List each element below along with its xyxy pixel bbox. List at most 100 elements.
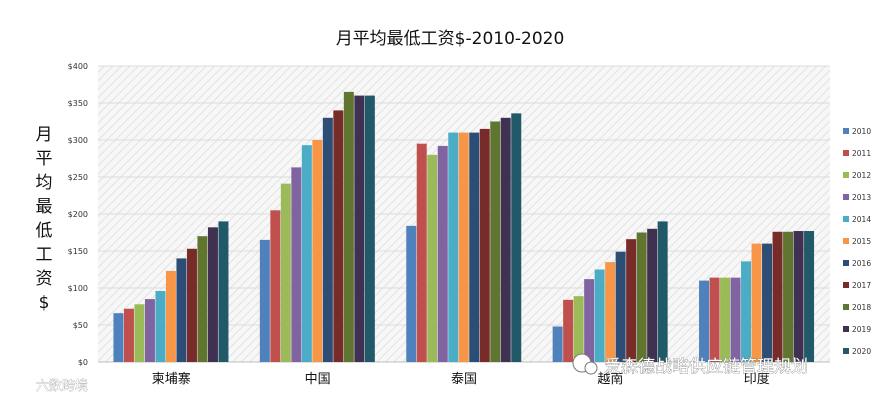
- y-axis-label-char: $: [39, 293, 50, 313]
- bar: [354, 95, 365, 362]
- bar: [333, 110, 344, 363]
- bar: [720, 277, 731, 362]
- legend-swatch: [843, 282, 849, 288]
- bar: [291, 167, 302, 362]
- watermark-text: 爱森德战略供应链管理规划: [604, 357, 808, 377]
- x-category-label: 泰国: [451, 372, 477, 387]
- legend-swatch: [843, 216, 849, 222]
- legend-swatch: [843, 150, 849, 156]
- legend-swatch: [843, 172, 849, 178]
- watermark-left: 六数跨境: [36, 379, 89, 395]
- bar: [207, 227, 218, 362]
- x-category-label: 中国: [305, 372, 331, 387]
- chart-title: 月平均最低工资$-2010-2020: [336, 29, 565, 49]
- bar: [605, 262, 616, 362]
- bar: [699, 280, 710, 362]
- legend-label: 2020: [852, 347, 871, 356]
- bar: [218, 221, 229, 362]
- y-axis-ticks: $0 $50 $100 $150 $200 $250 $300 $350 $400: [68, 62, 88, 367]
- bar: [416, 143, 427, 362]
- bars: [113, 91, 815, 363]
- bar: [762, 243, 773, 362]
- bar: [176, 258, 187, 362]
- wechat-icon-inner: [584, 361, 598, 375]
- legend-swatch: [843, 238, 849, 244]
- legend-label: 2012: [852, 171, 871, 180]
- bar: [448, 132, 459, 362]
- bar: [113, 313, 124, 362]
- bar: [165, 270, 176, 362]
- bar: [741, 261, 752, 362]
- legend-label: 2015: [852, 237, 871, 246]
- y-axis-label-char: 平: [36, 149, 53, 169]
- legend-swatch: [843, 260, 849, 266]
- legend-label: 2013: [852, 193, 871, 202]
- bar: [312, 140, 323, 362]
- bar: [709, 277, 720, 362]
- bar: [636, 232, 647, 362]
- bar: [783, 231, 794, 362]
- bar: [490, 121, 501, 362]
- bar: [626, 239, 637, 362]
- x-category-label: 印度: [744, 371, 770, 387]
- legend-swatch: [843, 326, 849, 332]
- y-axis-label-char: 低: [36, 221, 53, 241]
- watermark-right: 爱森德战略供应链管理规划: [572, 353, 808, 377]
- bar: [280, 183, 291, 362]
- bar: [259, 239, 270, 362]
- bar: [730, 277, 741, 362]
- x-axis-categories: 柬埔寨 中国 泰国 越南 印度: [152, 371, 770, 387]
- bar: [197, 236, 208, 362]
- bar: [647, 228, 658, 362]
- bar: [155, 290, 166, 362]
- bar: [270, 210, 281, 362]
- y-tick-label: $50: [73, 321, 88, 330]
- legend-swatch: [843, 348, 849, 354]
- bar: [500, 117, 511, 362]
- bar: [322, 117, 333, 362]
- y-tick-label: $0: [78, 358, 88, 367]
- bar: [458, 132, 469, 362]
- legend-label: 2014: [852, 215, 871, 224]
- bar: [469, 132, 480, 362]
- legend-label: 2017: [852, 281, 871, 290]
- legend-swatch: [843, 194, 849, 200]
- y-tick-label: $400: [68, 62, 88, 71]
- bar: [186, 248, 197, 362]
- bar: [364, 95, 375, 362]
- legend-swatch: [843, 304, 849, 310]
- x-category-label: 柬埔寨: [152, 371, 191, 387]
- bar: [573, 296, 584, 362]
- legend-swatch: [843, 128, 849, 134]
- y-tick-label: $350: [68, 99, 88, 108]
- bar: [301, 145, 312, 362]
- bar: [406, 225, 417, 362]
- bar: [563, 299, 574, 362]
- watermark-left-text: 六数跨境: [36, 379, 88, 394]
- bar: [427, 154, 438, 362]
- y-axis-label-char: 均: [36, 173, 53, 193]
- y-tick-label: $300: [68, 136, 88, 145]
- bar: [511, 113, 522, 362]
- y-axis-label-char: 工: [36, 245, 53, 265]
- bar: [751, 243, 762, 362]
- bar: [552, 326, 563, 362]
- legend-label: 2019: [852, 325, 871, 334]
- bar: [134, 304, 145, 362]
- bar: [804, 231, 815, 362]
- y-tick-label: $100: [68, 284, 88, 293]
- bar: [343, 91, 354, 363]
- bar: [479, 128, 490, 362]
- legend: 2010 2011 2012 2013 2014 2015 2016 2017 2018 2019…: [843, 127, 871, 356]
- x-category-label: 越南: [597, 371, 623, 387]
- legend-label: 2011: [852, 149, 871, 158]
- bar: [584, 279, 595, 362]
- y-axis-label-char: 资: [36, 269, 53, 289]
- y-tick-label: $250: [68, 173, 88, 182]
- legend-label: 2018: [852, 303, 871, 312]
- bar: [615, 251, 626, 362]
- bar: [437, 145, 448, 362]
- bar: [793, 231, 804, 362]
- legend-label: 2016: [852, 259, 871, 268]
